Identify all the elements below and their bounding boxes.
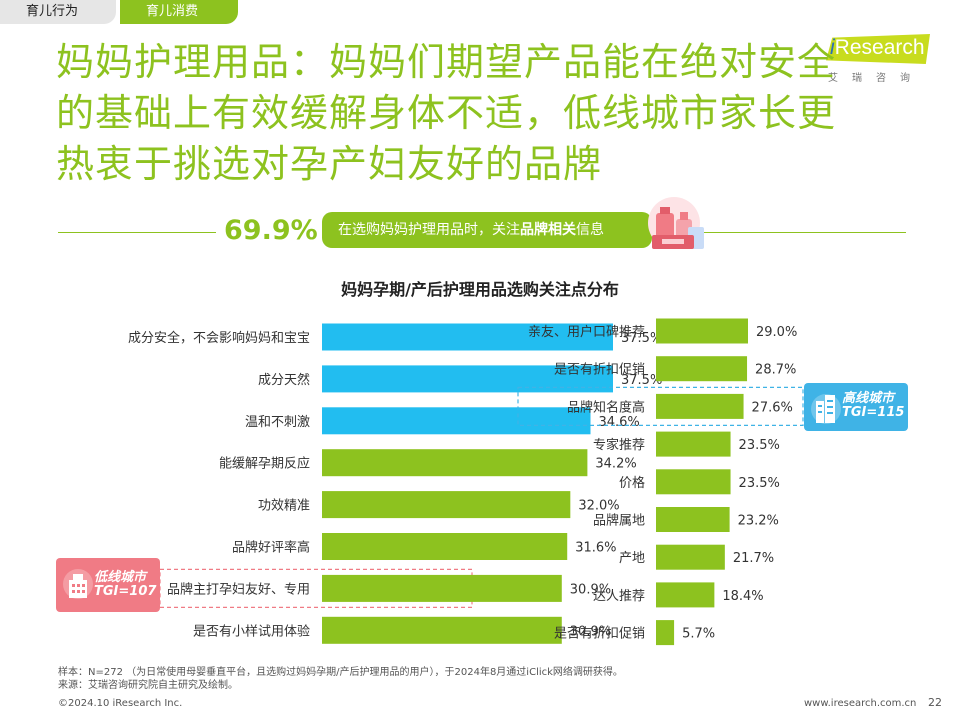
value-label-right-3: 23.5% [739,438,780,453]
logo-wordmark: iResearch [830,36,925,59]
tgi-high-value: TGI=115 [842,405,905,420]
value-label-right-2: 27.6% [752,400,793,415]
value-label-left-0: 37.5% [621,331,662,346]
footnote-sample: 样本：N=272 （为日常使用母婴垂直平台，且选购过妈妈孕期/产后护理用品的用户… [58,667,623,678]
bar-right-8 [656,620,675,646]
stat-divider-right [702,232,906,233]
logo-background [826,34,930,64]
tab-parenting-behavior[interactable]: 育儿行为 [0,0,116,24]
category-label-left-2: 温和不刺激 [245,415,310,430]
bar-right-2 [656,393,744,419]
bar-right-5 [656,507,730,532]
value-label-left-2: 34.6% [598,415,639,430]
website-link[interactable]: www.iresearch.com.cn [804,698,917,709]
category-label-left-7: 是否有小样试用体验 [193,623,310,639]
bar-right-4 [656,469,731,495]
category-label-left-0: 成分安全，不会影响妈妈和宝宝 [128,330,310,346]
bar-right-1 [656,356,748,382]
bar-left-7 [322,616,562,644]
bar-left-1 [322,365,613,393]
section-tabs: 育儿行为 育儿消费 [0,0,238,24]
bar-left-3 [322,449,588,477]
iresearch-logo: iResearch 艾瑞咨询 [826,34,930,84]
category-label-right-0: 亲友、用户口碑推荐 [528,324,645,340]
bar-left-6 [322,574,562,602]
bar-left-0 [322,323,613,351]
stat-divider-left [58,232,216,233]
skyscraper-icon [811,394,841,424]
category-label-left-3: 能缓解孕期反应 [219,456,310,472]
logo-cn-text: 艾瑞咨询 [828,73,924,84]
highlight-box-right [517,386,804,426]
value-label-left-6: 30.9% [570,582,611,597]
category-label-right-7: 达人推荐 [593,589,645,604]
value-label-left-4: 32.0% [578,499,619,514]
footnote: 样本：N=272 （为日常使用母婴垂直平台，且选购过妈妈孕期/产后护理用品的用户… [58,666,623,692]
category-label-left-4: 功效精准 [258,499,310,514]
chart-title: 妈妈孕期/产后护理用品选购关注点分布 [341,280,619,299]
tgi-low-label: 低线城市 [94,570,147,585]
category-label-right-2: 品牌知名度高 [567,399,645,415]
category-label-right-5: 品牌属地 [593,513,645,529]
category-label-right-6: 产地 [619,551,645,566]
stat-callout: 在选购妈妈护理用品时，关注品牌相关信息 [322,212,652,248]
footnote-source: 来源：艾瑞咨询研究院自主研究及绘制。 [58,680,238,691]
category-label-left-1: 成分天然 [258,372,310,388]
category-label-right-4: 价格 [619,475,645,491]
category-label-right-8: 是否有折扣促销 [554,627,645,642]
value-label-right-7: 18.4% [722,589,763,604]
value-label-left-5: 31.6% [575,541,616,556]
bar-right-0 [656,318,748,344]
page-number: 22 [928,696,942,709]
bar-left-2 [322,407,591,435]
value-label-left-3: 34.2% [595,457,636,472]
stat-value: 69.9% [224,215,318,246]
tgi-low-value: TGI=107 [94,584,157,599]
bar-right-7 [656,582,715,608]
value-label-right-4: 23.5% [739,476,780,491]
tgi-high-tier-badge: 高线城市 TGI=115 [804,383,908,431]
value-label-left-1: 37.5% [621,373,662,388]
value-label-left-7: 30.9% [570,624,611,639]
value-label-right-0: 29.0% [756,325,797,340]
value-label-right-6: 21.7% [733,551,774,566]
bar-right-6 [656,544,725,570]
category-label-right-3: 专家推荐 [593,437,645,453]
tgi-low-tier-badge: 低线城市 TGI=107 [56,558,160,612]
copyright: ©2024.10 iResearch Inc. [58,698,183,709]
tab-parenting-consumption[interactable]: 育儿消费 [120,0,238,24]
category-label-left-5: 品牌好评率高 [232,540,310,556]
category-label-left-6: 品牌主打孕妇友好、专用 [167,581,310,597]
bar-right-3 [656,431,731,457]
tgi-high-label: 高线城市 [842,391,895,406]
page-title: 妈妈护理用品：妈妈们期望产品能在绝对安全的基础上有效缓解身体不适，低线城市家长更… [56,40,837,186]
category-label-right-1: 是否有折扣促销 [554,363,645,378]
bar-left-4 [322,491,571,519]
value-label-right-8: 5.7% [682,627,715,642]
building-icon [63,569,93,599]
value-label-right-5: 23.2% [738,514,779,529]
value-label-right-1: 28.7% [755,363,796,378]
skincare-products-icon [648,197,704,249]
bar-left-5 [322,533,568,560]
